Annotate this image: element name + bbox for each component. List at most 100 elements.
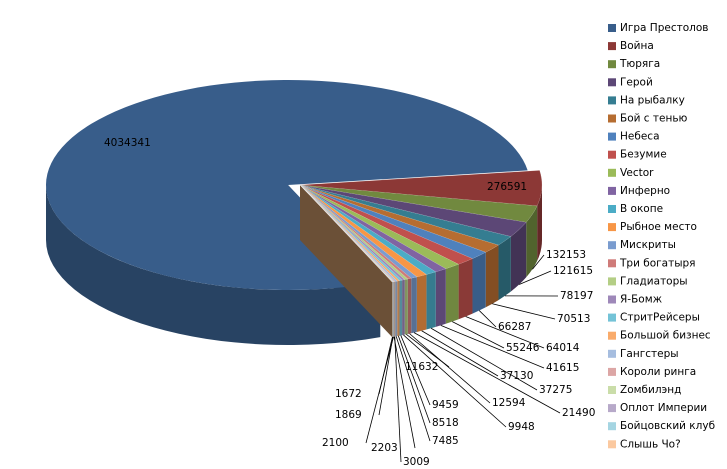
slice-side [472,252,486,314]
legend-label: Я-Бомж [620,294,663,306]
slice-side [404,278,408,335]
legend-swatch [608,150,616,159]
slice [299,184,394,283]
leader-line [400,335,431,406]
data-label: 132153 [546,249,586,261]
data-label: 1869 [335,409,362,421]
slice [299,184,538,223]
slice [299,184,487,259]
data-label: 9948 [508,421,535,433]
legend-swatch [608,241,616,250]
data-label: 2203 [371,442,398,454]
legend-swatch [608,223,616,232]
legend-label: Тюряга [619,58,660,70]
legend-swatch [608,386,616,394]
slice [299,170,543,207]
data-label: 121615 [553,265,593,277]
legend-label: Инферно [620,185,670,197]
legend-label: Герой [620,76,653,88]
slice-side [458,258,473,320]
legend-label: Слышь Чо? [620,438,681,450]
slice-side [399,280,403,336]
slice-side [392,281,394,338]
legend-label: Оплот Империи [620,402,707,414]
legend-label: СтритРейсеры [620,312,700,324]
data-label: 55246 [506,342,540,354]
slice [299,184,460,270]
slice-side [526,205,538,278]
slice [299,184,499,253]
data-label: 276591 [487,181,527,193]
slice [299,184,418,279]
leader-line [413,332,561,414]
leader-line [465,316,545,349]
leader-line [421,330,499,377]
slice-side [394,281,396,337]
slice [299,184,409,280]
data-label: 8518 [432,417,459,429]
legend-label: Большой бизнес [620,330,711,342]
leader-line [492,303,556,320]
leader-line [430,327,538,391]
data-label: 12594 [492,397,526,409]
data-label: 4034341 [104,137,151,149]
legend-swatch [608,186,616,195]
legend-label: Бой с тенью [620,113,688,125]
legend-label: В окопе [620,203,663,215]
legend-swatch [608,60,616,69]
legend-swatch [608,42,616,51]
slice-side [485,245,499,308]
legend-swatch [608,114,616,123]
slice [299,184,512,246]
slice-side [411,276,417,334]
slice-side [397,280,400,337]
legend-label: Гладиаторы [620,275,688,287]
legend-swatch [608,422,616,431]
slice-side [416,274,427,332]
legend-label: Небеса [620,131,660,143]
data-label: 21490 [562,407,595,419]
data-label: 9459 [432,399,459,411]
legend-swatch [608,205,616,213]
slice [299,184,437,275]
slice-side [498,236,511,301]
legend-swatch [608,440,616,449]
legend-label: Короли ринга [620,366,696,378]
legend-label: Три богатыря [619,257,695,269]
data-label: 37130 [500,370,533,382]
data-label: 7485 [432,435,459,447]
slice [299,184,395,283]
slice-side [395,281,398,337]
slice-side [407,278,412,334]
slice [299,184,412,280]
slice-side [426,271,436,330]
slice [46,80,528,290]
legend-swatch [608,349,616,358]
legend-label: Игра Престолов [620,22,708,34]
data-label: 78197 [560,290,593,302]
leader-line [409,333,491,404]
legend-swatch [608,132,616,141]
legend-swatch [608,259,616,268]
legend-swatch [608,331,616,340]
data-label: 66287 [498,321,531,333]
legend-label: Мискриты [620,239,676,251]
slice-side [435,268,446,327]
slice [299,184,400,282]
leader-line [378,336,394,416]
leader-line [532,254,545,270]
leader-line [378,336,393,395]
leader-line [394,336,402,463]
legend-swatch [608,313,616,322]
legend-swatch [608,295,616,304]
slice [299,184,394,283]
leader-line [478,310,497,328]
legend-swatch [608,367,616,376]
leader-line [452,321,505,349]
slice-side [510,222,527,292]
leader-line [518,270,552,285]
leader-line [393,336,416,449]
legend-swatch [608,404,616,413]
legend-label: Гангстеры [620,348,679,360]
